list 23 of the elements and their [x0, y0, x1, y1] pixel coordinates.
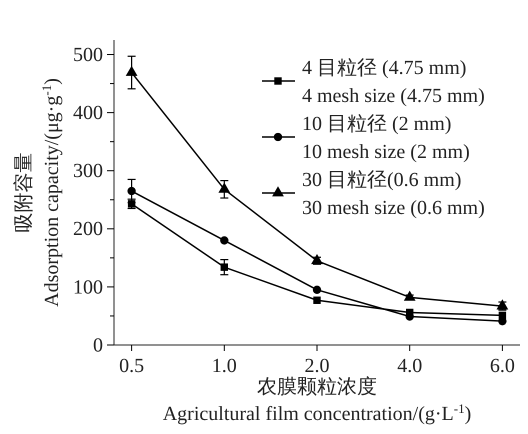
point [220, 236, 228, 245]
x-tick-label: 6.0 [490, 355, 515, 377]
point [312, 286, 322, 294]
y-tick-label: 400 [73, 102, 103, 124]
point [126, 66, 138, 76]
y-tick-label: 100 [73, 276, 103, 298]
y-tick-label: 300 [73, 160, 103, 182]
y-tick-label: 500 [73, 44, 103, 66]
x-tick-label: 1.0 [212, 355, 237, 377]
point [218, 182, 230, 193]
x-tick-label: 4.0 [397, 355, 422, 377]
y-tick-label: 0 [93, 334, 103, 356]
point [220, 263, 228, 271]
legend-label: 4 目粒径 (4.75 mm) 4 mesh size (4.75 mm) [302, 57, 485, 107]
point [127, 186, 136, 196]
x-tick-label: 2.0 [304, 355, 330, 377]
point [313, 296, 321, 304]
x-axis-title: 农膜颗粒浓度 Agricultural film concentration/(g·L$^{-1}$) [162, 376, 472, 425]
legend-label: 10 目粒径 (2 mm) 10 mesh size (2 mm) [302, 113, 470, 163]
legend-label: 30 目粒径(0.6 mm) 30 mesh size (0.6 mm) [302, 169, 485, 219]
x-tick-label: 0.5 [119, 355, 144, 377]
point [311, 254, 323, 264]
y-tick-label: 200 [73, 218, 103, 240]
